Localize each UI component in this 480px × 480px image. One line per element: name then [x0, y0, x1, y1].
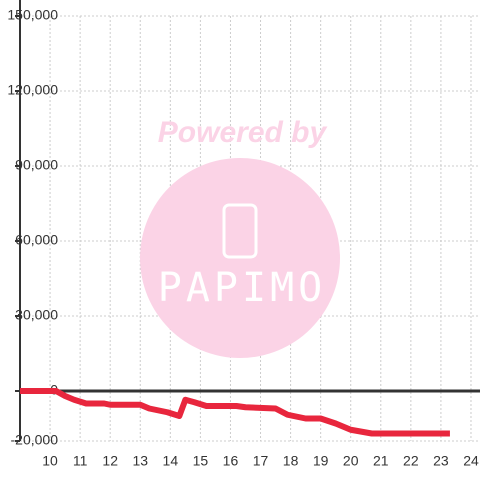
x-tick-label: 17 — [253, 453, 269, 469]
data-line — [20, 388, 450, 437]
x-tick-label: 19 — [313, 453, 329, 469]
y-tick-label: 120,000 — [7, 82, 58, 98]
x-tick-label: 22 — [403, 453, 419, 469]
watermark: Powered by PAPIMO — [140, 116, 340, 358]
x-tick-label: 13 — [132, 453, 148, 469]
y-tick-label: 60,000 — [15, 232, 58, 248]
x-tick-label: 15 — [193, 453, 209, 469]
x-tick-label: 14 — [163, 453, 179, 469]
x-tick-label: 10 — [42, 453, 58, 469]
watermark-phone — [222, 203, 258, 259]
watermark-logo: PAPIMO — [158, 265, 327, 311]
y-tick-label: 90,000 — [15, 157, 58, 173]
x-tick-label: 23 — [433, 453, 449, 469]
x-tick-label: 18 — [283, 453, 299, 469]
x-tick-label: 20 — [343, 453, 359, 469]
y-tick-label: -20,000 — [11, 432, 59, 448]
x-tick-label: 24 — [463, 453, 479, 469]
y-tick-label: 30,000 — [15, 307, 58, 323]
x-tick-label: 11 — [73, 453, 88, 469]
watermark-text: Powered by — [158, 116, 328, 149]
y-tick-label: 150,000 — [7, 7, 58, 23]
x-tick-label: 12 — [102, 453, 118, 469]
x-tick-label: 16 — [223, 453, 239, 469]
x-tick-label: 21 — [373, 453, 389, 469]
